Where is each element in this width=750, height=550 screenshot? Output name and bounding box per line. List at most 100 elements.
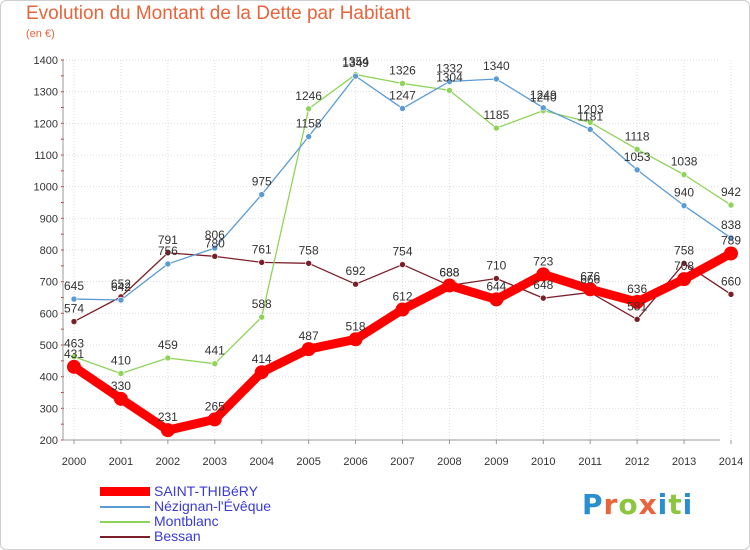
data-label-1: 588 xyxy=(252,297,272,311)
data-label-2: 642 xyxy=(111,280,131,294)
series-point-1 xyxy=(305,105,312,113)
logo-letter: i xyxy=(682,488,694,521)
data-label-1: 1240 xyxy=(530,91,557,105)
y-tick-label: 1100 xyxy=(34,150,58,162)
x-tick-label: 2013 xyxy=(672,456,696,468)
series-point-1 xyxy=(211,360,219,367)
data-label-0: 754 xyxy=(392,245,412,259)
data-label-3: 487 xyxy=(299,329,319,343)
data-label-1: 1326 xyxy=(389,63,416,77)
data-label-2: 756 xyxy=(158,244,178,258)
data-label-3: 723 xyxy=(533,254,553,268)
series-point-0 xyxy=(633,316,641,323)
data-label-3: 676 xyxy=(580,269,600,283)
legend-label-saint-thibery: SAINT-THIBéRY xyxy=(154,483,258,499)
data-label-1: 1203 xyxy=(577,102,604,116)
data-label-0: 574 xyxy=(64,302,84,316)
series-point-0 xyxy=(352,280,359,288)
data-label-3: 330 xyxy=(111,379,131,393)
legend-swatch-bessan xyxy=(100,536,150,538)
x-tick-label: 2010 xyxy=(531,456,555,468)
data-label-1: 1118 xyxy=(625,129,650,143)
data-label-1: 441 xyxy=(205,344,225,358)
series-point-1 xyxy=(586,119,594,126)
series-point-2 xyxy=(70,295,78,303)
legend-item-montblanc: Montblanc xyxy=(100,514,360,529)
x-tick-label: 2009 xyxy=(484,456,508,468)
series-point-3 xyxy=(207,412,222,427)
data-label-3: 265 xyxy=(205,399,225,413)
series-point-0 xyxy=(70,318,78,325)
logo-letter: i xyxy=(657,488,669,521)
data-label-3: 636 xyxy=(627,282,647,296)
x-tick-label: 2003 xyxy=(203,456,227,468)
series-point-0 xyxy=(539,294,547,302)
series-point-1 xyxy=(680,171,688,178)
data-label-0: 652 xyxy=(111,277,131,291)
x-tick-label: 2004 xyxy=(249,456,273,468)
data-label-0: 581 xyxy=(627,299,647,313)
data-label-0: 758 xyxy=(674,243,694,257)
data-label-0: 710 xyxy=(486,259,506,273)
y-tick-label: 1400 xyxy=(34,55,58,67)
chart-title: Evolution du Montant de la Dette par Hab… xyxy=(26,3,411,24)
x-tick-label: 2002 xyxy=(156,456,180,468)
data-label-1: 1304 xyxy=(436,70,463,84)
y-tick-label: 400 xyxy=(40,372,58,384)
data-label-2: 806 xyxy=(205,228,225,242)
series-point-2 xyxy=(258,191,266,198)
y-tick-label: 1300 xyxy=(34,87,58,99)
data-label-0: 660 xyxy=(721,274,741,288)
series-point-2 xyxy=(305,133,312,140)
data-label-2: 1181 xyxy=(577,109,603,123)
data-label-1: 459 xyxy=(158,338,178,352)
x-tick-label: 2006 xyxy=(343,456,367,468)
logo-letter: r xyxy=(603,488,619,521)
series-point-1 xyxy=(399,80,406,87)
series-point-3 xyxy=(301,342,316,357)
y-tick-label: 1000 xyxy=(34,182,58,194)
series-point-1 xyxy=(117,370,125,377)
legend: SAINT-THIBéRY Nézignan-l'Évêque Montblan… xyxy=(100,484,360,544)
proxiti-logo: Proxiti xyxy=(582,488,693,521)
data-label-0: 692 xyxy=(346,264,366,278)
data-label-2: 645 xyxy=(64,279,84,293)
series-point-3 xyxy=(160,423,175,438)
series-point-3 xyxy=(489,292,504,307)
y-tick-label: 500 xyxy=(40,340,58,352)
legend-label-nezignan: Nézignan-l'Évêque xyxy=(154,498,272,514)
data-label-3: 789 xyxy=(721,233,741,247)
series-point-1 xyxy=(633,146,641,153)
series-point-2 xyxy=(680,202,688,209)
series-point-2 xyxy=(446,78,453,85)
series-point-3 xyxy=(348,332,363,347)
series-point-2 xyxy=(493,75,500,83)
series-point-2 xyxy=(117,296,125,304)
data-label-3: 431 xyxy=(64,347,84,361)
series-point-0 xyxy=(493,275,500,282)
data-label-2: 838 xyxy=(721,218,741,232)
data-label-2: 1053 xyxy=(624,150,651,164)
data-label-0: 758 xyxy=(299,243,319,257)
series-point-2 xyxy=(399,105,406,112)
series-point-3 xyxy=(724,246,738,261)
series-point-0 xyxy=(305,259,312,267)
plot-area xyxy=(63,60,720,440)
series-point-3 xyxy=(67,359,81,374)
series-point-2 xyxy=(633,166,641,174)
data-label-1: 1246 xyxy=(295,89,322,103)
y-tick-label: 200 xyxy=(40,435,58,447)
data-label-1: 1185 xyxy=(483,108,509,122)
legend-swatch-montblanc xyxy=(100,521,150,523)
x-tick-label: 2001 xyxy=(109,456,133,468)
y-tick-label: 600 xyxy=(40,308,58,320)
data-label-0: 648 xyxy=(533,278,553,292)
logo-letter: o xyxy=(618,488,639,521)
data-label-3: 644 xyxy=(486,279,506,293)
series-point-1 xyxy=(727,201,735,209)
logo-letter: t xyxy=(668,488,683,521)
series-point-3 xyxy=(113,391,128,406)
series-point-2 xyxy=(727,234,735,242)
series-point-0 xyxy=(399,261,406,268)
line-chart: 200 300 400 500 600 700 800 900 1000 1100 1200 1300… xyxy=(34,55,744,468)
